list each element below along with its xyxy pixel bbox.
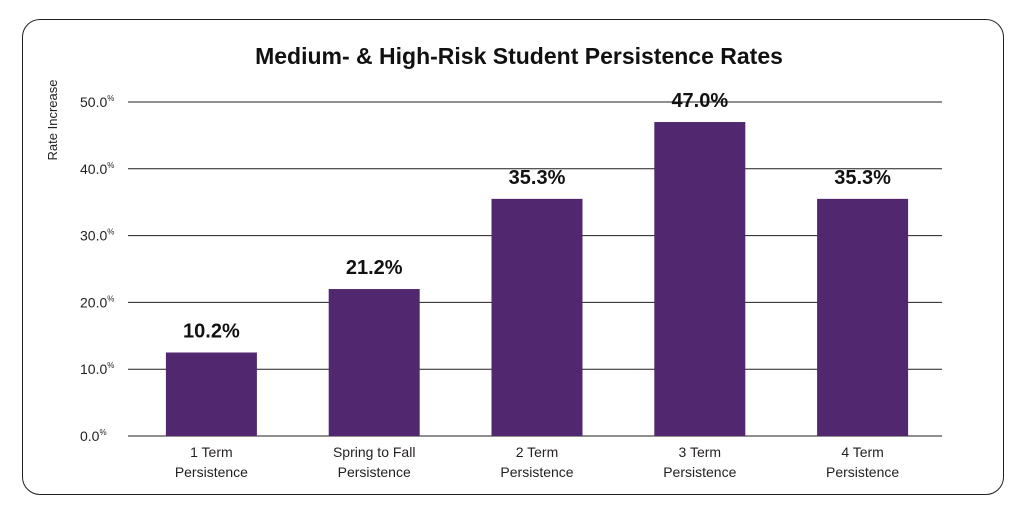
category-label: Persistence [826, 464, 899, 480]
y-tick-label: 50.0% [80, 94, 114, 110]
data-label: 10.2% [183, 321, 240, 343]
category-label: 4 Term [841, 444, 884, 460]
data-label: 35.3% [509, 167, 566, 189]
category-label: 2 Term [516, 444, 559, 460]
category-labels: 1 Term Persistence Spring to Fall Persisten… [175, 444, 900, 480]
chart-title: Medium- & High-Risk Student Persistence … [255, 43, 783, 69]
data-label: 21.2% [346, 257, 403, 279]
category-label: Persistence [338, 464, 411, 480]
y-axis-label: Rate Increase [45, 80, 60, 161]
category-label: Spring to Fall [333, 444, 415, 460]
category-label: Persistence [175, 464, 248, 480]
y-tick-label: 10.0% [80, 361, 114, 377]
category-label: Persistence [500, 464, 573, 480]
category-label: 3 Term [679, 444, 722, 460]
bar [165, 352, 257, 436]
y-tick-label: 20.0% [80, 294, 114, 310]
bar [491, 198, 583, 436]
bar [817, 198, 909, 436]
bars [165, 122, 909, 436]
y-tick-labels: 0.0% 10.0% 20.0% 30.0% 40.0% 50.0% [80, 94, 114, 444]
category-label: Persistence [663, 464, 736, 480]
data-label: 47.0% [671, 90, 728, 112]
data-labels: 10.2% 21.2% 35.3% 47.0% 35.3% [183, 90, 891, 342]
y-tick-label: 0.0% [80, 428, 107, 444]
y-tick-label: 40.0% [80, 161, 114, 177]
category-label: 1 Term [190, 444, 233, 460]
data-label: 35.3% [834, 167, 891, 189]
bar [654, 122, 746, 436]
bar [328, 289, 420, 436]
y-tick-label: 30.0% [80, 228, 114, 244]
gridlines [128, 101, 942, 437]
